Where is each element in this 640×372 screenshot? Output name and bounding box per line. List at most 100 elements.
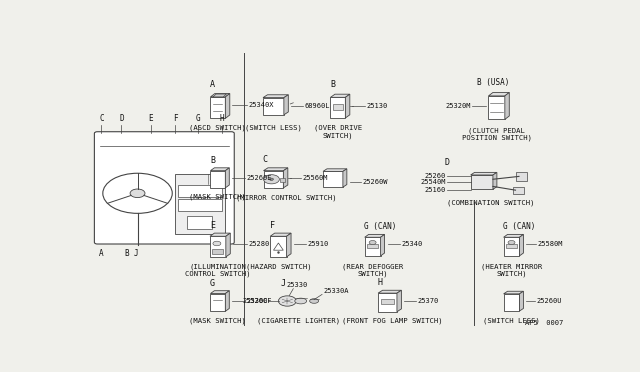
Polygon shape: [212, 94, 227, 97]
Text: AP5  0007: AP5 0007: [525, 320, 564, 326]
Bar: [175, 174, 225, 234]
Circle shape: [278, 296, 296, 306]
Text: 25260U: 25260U: [537, 298, 563, 304]
Text: 25330A: 25330A: [323, 288, 349, 294]
Text: E: E: [148, 115, 153, 124]
Text: A: A: [210, 80, 215, 89]
Text: (SWITCH LESS): (SWITCH LESS): [483, 317, 540, 324]
Text: A: A: [99, 248, 104, 257]
Text: G (CAN): G (CAN): [364, 222, 396, 231]
Text: (SWITCH LESS): (SWITCH LESS): [245, 124, 302, 131]
Text: 25580M: 25580M: [538, 241, 563, 247]
Bar: [506, 244, 517, 248]
Polygon shape: [504, 234, 524, 237]
Polygon shape: [520, 291, 524, 311]
Polygon shape: [287, 233, 291, 257]
Text: B (USA): B (USA): [477, 78, 509, 87]
Bar: [212, 248, 223, 254]
Text: 25130: 25130: [366, 103, 387, 109]
Polygon shape: [365, 234, 385, 237]
Bar: [513, 187, 524, 194]
Circle shape: [369, 240, 376, 244]
Text: 25260W: 25260W: [362, 179, 388, 185]
Text: 25260E: 25260E: [246, 175, 271, 181]
Polygon shape: [284, 168, 288, 188]
Text: (ASCD SWITCH): (ASCD SWITCH): [189, 125, 246, 131]
Text: 25320M: 25320M: [445, 103, 470, 109]
Text: (COMBINATION SWITCH): (COMBINATION SWITCH): [447, 200, 534, 206]
Text: H: H: [378, 278, 383, 287]
Bar: [323, 171, 343, 187]
Text: C: C: [262, 155, 267, 164]
Text: F: F: [173, 115, 177, 124]
Bar: [504, 237, 520, 256]
Polygon shape: [397, 290, 401, 312]
Text: (OVER DRIVE
SWITCH): (OVER DRIVE SWITCH): [314, 125, 362, 139]
Polygon shape: [210, 233, 230, 236]
Text: 25340X: 25340X: [249, 102, 274, 108]
Text: C: C: [99, 115, 104, 124]
Text: G: G: [210, 279, 215, 288]
Text: 25370: 25370: [418, 298, 439, 304]
Text: 25540M: 25540M: [420, 179, 445, 185]
Polygon shape: [343, 169, 347, 187]
Bar: [365, 237, 381, 256]
Text: D: D: [119, 115, 124, 124]
Polygon shape: [225, 291, 229, 311]
Text: (MIRROR CONTROL SWITCH): (MIRROR CONTROL SWITCH): [236, 194, 336, 201]
Text: 25330: 25330: [287, 282, 308, 288]
Ellipse shape: [310, 299, 319, 303]
Text: B: B: [125, 248, 129, 257]
Polygon shape: [505, 93, 509, 119]
Text: 25560M: 25560M: [303, 175, 328, 181]
Text: G: G: [195, 115, 200, 124]
Polygon shape: [270, 233, 291, 236]
Circle shape: [508, 240, 515, 244]
Bar: [210, 236, 226, 257]
Text: H: H: [220, 115, 224, 124]
Text: (ILLUMINATION
CONTROL SWITCH): (ILLUMINATION CONTROL SWITCH): [185, 263, 251, 277]
Text: (MASK SWITCH): (MASK SWITCH): [189, 317, 246, 324]
Polygon shape: [381, 234, 385, 256]
Text: (CLUTCH PEDAL
POSITION SWITCH): (CLUTCH PEDAL POSITION SWITCH): [461, 127, 532, 141]
Bar: [381, 299, 394, 304]
Bar: [188, 216, 212, 229]
Bar: [178, 199, 221, 211]
Polygon shape: [263, 95, 289, 97]
Polygon shape: [211, 168, 229, 171]
Text: D: D: [445, 158, 449, 167]
Bar: [470, 175, 493, 189]
Text: 25260F: 25260F: [246, 298, 271, 304]
Text: J: J: [281, 279, 286, 288]
Bar: [516, 172, 527, 181]
Text: (HEATER MIRROR
SWITCH): (HEATER MIRROR SWITCH): [481, 263, 542, 277]
Bar: [263, 97, 284, 115]
Text: 25340: 25340: [401, 241, 422, 247]
Text: 25280: 25280: [248, 241, 269, 247]
Bar: [211, 294, 225, 311]
Text: 25260: 25260: [424, 173, 445, 179]
Polygon shape: [520, 234, 524, 256]
Text: G (CAN): G (CAN): [502, 222, 535, 231]
Polygon shape: [378, 290, 401, 293]
Polygon shape: [225, 168, 229, 188]
Text: J: J: [133, 248, 138, 257]
Polygon shape: [211, 93, 230, 97]
Polygon shape: [330, 94, 350, 97]
Polygon shape: [346, 94, 350, 118]
Text: F: F: [271, 221, 275, 230]
Polygon shape: [211, 291, 229, 294]
Polygon shape: [470, 172, 497, 175]
Bar: [211, 171, 225, 188]
Bar: [330, 97, 346, 118]
Bar: [270, 236, 287, 257]
Circle shape: [269, 178, 273, 180]
Polygon shape: [264, 168, 288, 171]
Polygon shape: [323, 169, 347, 171]
Ellipse shape: [295, 298, 307, 304]
Bar: [378, 293, 397, 312]
Polygon shape: [504, 291, 524, 294]
Bar: [333, 103, 343, 110]
Text: (HAZARD SWITCH): (HAZARD SWITCH): [246, 263, 311, 270]
Text: B: B: [330, 80, 335, 89]
